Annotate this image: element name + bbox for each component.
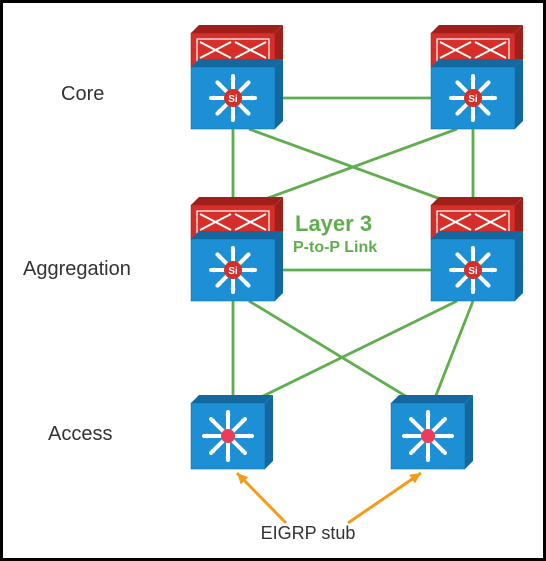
aggregation-switch-left: Si	[191, 197, 283, 301]
svg-text:Si: Si	[468, 266, 478, 277]
label-ptp: P-to-P Link	[293, 239, 377, 257]
access-switch-right	[391, 395, 473, 469]
network-link	[249, 301, 457, 403]
core-switch-left: Si	[191, 25, 283, 129]
aggregation-switch-right: Si	[431, 197, 523, 301]
access-switch-left	[191, 395, 273, 469]
core-switch-right: Si	[431, 25, 523, 129]
svg-text:Si: Si	[228, 266, 238, 277]
svg-text:Si: Si	[228, 94, 238, 105]
label-eigrp: EIGRP stub	[228, 523, 388, 544]
label-core: Core	[61, 83, 104, 106]
label-layer3: Layer 3	[295, 211, 372, 237]
network-link	[433, 301, 473, 403]
diagram-frame: { "labels": { "core": "Core", "aggregati…	[0, 0, 546, 561]
eigrp-arrow	[348, 473, 421, 523]
network-link	[249, 301, 417, 403]
svg-text:Si: Si	[468, 94, 478, 105]
label-access: Access	[48, 423, 112, 446]
label-aggregation: Aggregation	[23, 258, 131, 281]
